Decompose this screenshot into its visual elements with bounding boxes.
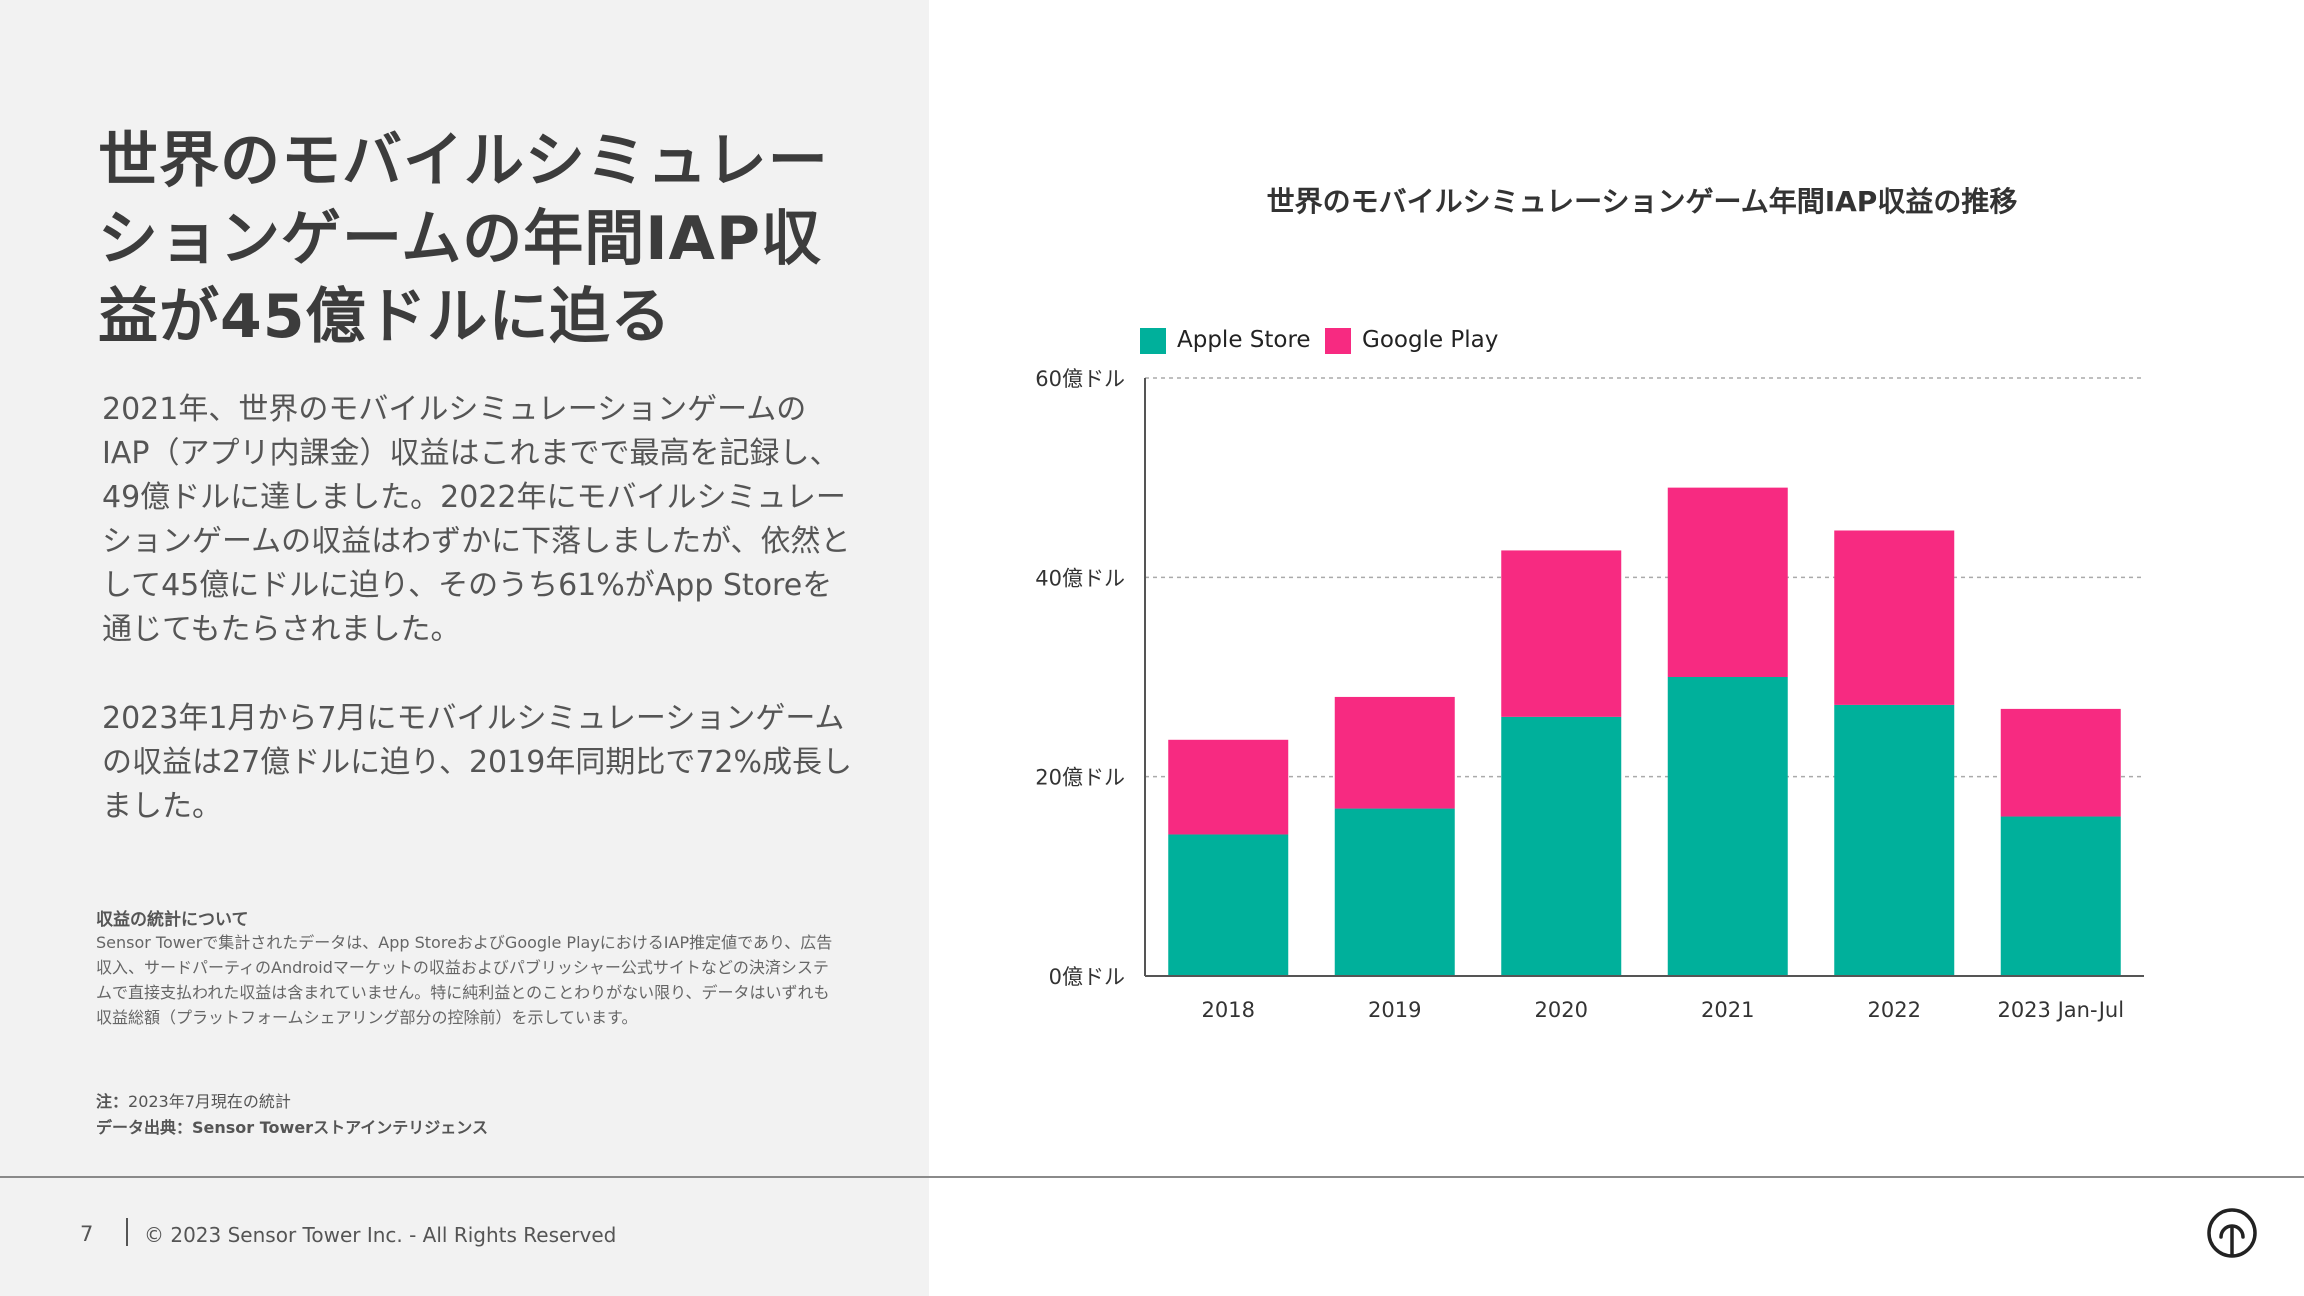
revenue-notes-title: 収益の統計について [96,910,249,930]
x-tick-label: 2018 [1202,998,1255,1022]
bar-segment [1168,834,1289,976]
legend-label-apple-store: Apple Store [1177,327,1311,353]
bar-segment [1667,677,1788,976]
remark-label: 注： [96,1092,129,1111]
summary-paragraph-1: 2021年、世界のモバイルシミュレーションゲームのIAP（アプリ内課金）収益はこ… [102,392,851,647]
remark-text: 2023年7月現在の統計 [128,1092,291,1111]
page-headline: 世界のモバイルシミュレーションゲームの年間IAP収益が45億ドルに迫る [98,126,829,352]
chart-title: 世界のモバイルシミュレーションゲーム年間IAP収益の推移 [1266,185,2018,218]
source-label: データ出典： [96,1118,193,1137]
x-tick-label: 2023 Jan-Jul [1997,998,2124,1022]
bar-segment [1834,530,1955,705]
bar-segment [1334,808,1455,976]
y-tick-label: 0億ドル [1049,965,1125,989]
bar-segment [1334,696,1455,809]
copyright-text: © 2023 Sensor Tower Inc. - All Rights Re… [144,1223,617,1247]
page-number: 7 [80,1222,94,1246]
footer-separator [126,1218,128,1246]
legend-label-google-play: Google Play [1362,327,1499,353]
bar-segment [1501,716,1622,976]
remark-line: 注：2023年7月現在の統計 [96,1088,291,1112]
footer-divider-line [0,1176,2304,1178]
x-tick-label: 2020 [1535,998,1588,1022]
x-tick-label: 2019 [1368,998,1421,1022]
x-tick-label: 2022 [1868,998,1921,1022]
revenue-notes-body: Sensor Towerで集計されたデータは、App StoreおよびGoogl… [96,933,833,1027]
y-tick-label: 40億ドル [1035,566,1125,590]
legend-swatch-apple-store [1140,328,1166,354]
bar-segment [1667,487,1788,677]
sensor-tower-logo-icon [2207,1208,2257,1258]
left-panel: 世界のモバイルシミュレーションゲームの年間IAP収益が45億ドルに迫る 2021… [0,0,929,1296]
bar-segment [1501,550,1622,717]
x-tick-label: 2021 [1701,998,1754,1022]
summary-paragraph-2: 2023年1月から7月にモバイルシミュレーションゲームの収益は27億ドルに迫り、… [102,701,853,824]
y-tick-label: 20億ドル [1035,766,1125,790]
y-tick-label: 60億ドル [1035,367,1125,391]
legend-swatch-google-play [1325,328,1351,354]
source-text: Sensor Towerストアインテリジェンス [192,1118,488,1137]
source-line: データ出典：Sensor Towerストアインテリジェンス [96,1114,488,1138]
bar-segment [1168,739,1289,835]
bar-segment [2000,708,2121,817]
bar-segment [1834,704,1955,976]
bar-segment [2000,816,2121,976]
